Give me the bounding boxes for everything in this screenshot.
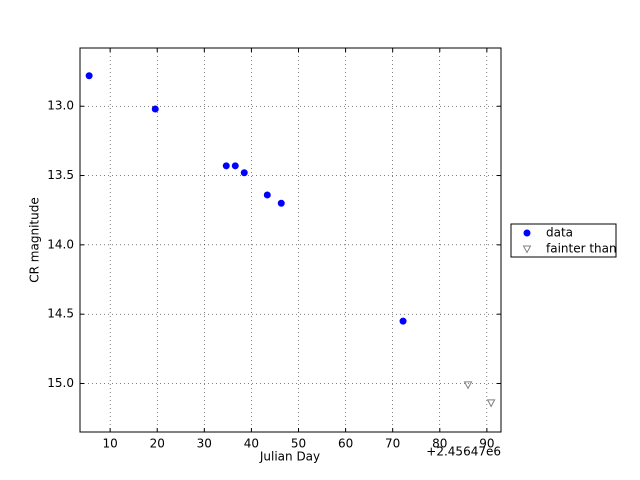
legend-box <box>510 223 617 258</box>
legend-marker <box>522 245 532 254</box>
x-tick-label: 90 <box>479 437 494 451</box>
y-axis-label: CR magnitude <box>28 197 42 282</box>
data-point <box>486 399 496 408</box>
x-offset-label: +2.45647e6 <box>426 445 501 459</box>
data-point <box>399 317 407 325</box>
y-tick-label: 14.0 <box>47 237 74 251</box>
x-tick-label: 40 <box>244 437 259 451</box>
data-point <box>277 199 285 207</box>
data-point <box>222 162 230 170</box>
y-tick-label: 13.5 <box>47 168 74 182</box>
legend-label: data <box>546 226 573 240</box>
x-tick-label: 30 <box>197 437 212 451</box>
x-tick-label: 60 <box>338 437 353 451</box>
y-tick-label: 13.0 <box>47 99 74 113</box>
plot-frame <box>79 47 502 433</box>
data-point <box>151 105 159 113</box>
x-tick-label: 10 <box>102 437 117 451</box>
y-tick-label: 14.5 <box>47 307 74 321</box>
y-tick-label: 15.0 <box>47 376 74 390</box>
x-tick-label: 80 <box>432 437 447 451</box>
x-axis-label: Julian Day <box>259 450 320 464</box>
data-point <box>85 72 93 80</box>
data-point <box>263 191 271 199</box>
x-tick-label: 20 <box>150 437 165 451</box>
data-point <box>463 381 473 390</box>
x-tick-label: 70 <box>385 437 400 451</box>
legend-label: fainter than <box>546 242 617 256</box>
data-point <box>231 162 239 170</box>
x-tick-label: 50 <box>291 437 306 451</box>
data-point <box>240 169 248 177</box>
legend-marker <box>523 229 531 237</box>
